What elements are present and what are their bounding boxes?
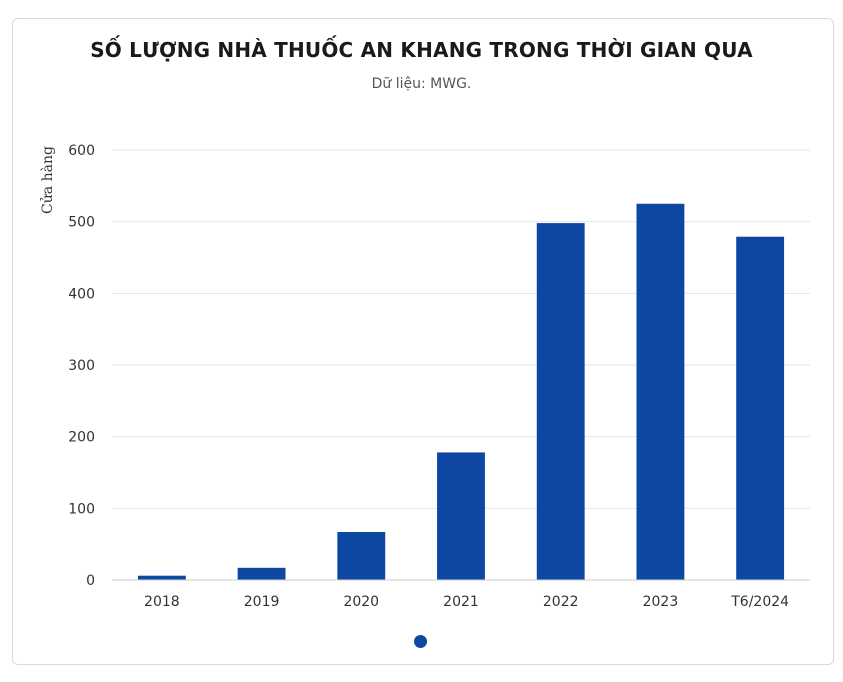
chart-title: SỐ LƯỢNG NHÀ THUỐC AN KHANG TRONG THỜI G…: [90, 38, 753, 62]
y-tick-label: 600: [68, 143, 95, 159]
y-tick-label: 100: [68, 501, 95, 517]
x-tick-label: 2018: [144, 594, 180, 610]
bars: [137, 203, 785, 580]
bar-2018[interactable]: [137, 575, 186, 580]
y-tick-label: 300: [68, 358, 95, 374]
pagination-dot[interactable]: [414, 635, 427, 648]
bar-t6-2024[interactable]: [736, 236, 785, 580]
x-tick-label: 2020: [343, 594, 379, 610]
chart-card: [12, 18, 834, 665]
x-tick-label: 2023: [643, 594, 679, 610]
bar-2019[interactable]: [237, 567, 286, 580]
y-axis-ticks: 0 100 200 300 400 500 600: [68, 143, 95, 589]
bar-2023[interactable]: [636, 203, 685, 580]
x-tick-label: 2021: [443, 594, 479, 610]
x-tick-label: 2022: [543, 594, 579, 610]
y-tick-label: 500: [68, 215, 95, 231]
chart-subtitle: Dữ liệu: MWG.: [371, 76, 472, 92]
bar-2021[interactable]: [437, 452, 485, 580]
x-tick-label: T6/2024: [730, 594, 789, 610]
x-axis-ticks: 2018 2019 2020 2021 2022 2023 T6/2024: [144, 594, 789, 610]
bar-2022[interactable]: [536, 223, 585, 580]
y-tick-label: 0: [86, 573, 95, 589]
y-tick-label: 200: [68, 430, 95, 446]
y-axis-label: Cửa hàng: [39, 146, 56, 214]
bar-2020[interactable]: [337, 531, 386, 580]
x-tick-label: 2019: [244, 594, 280, 610]
y-tick-label: 400: [68, 286, 95, 302]
gridlines: [112, 149, 810, 509]
